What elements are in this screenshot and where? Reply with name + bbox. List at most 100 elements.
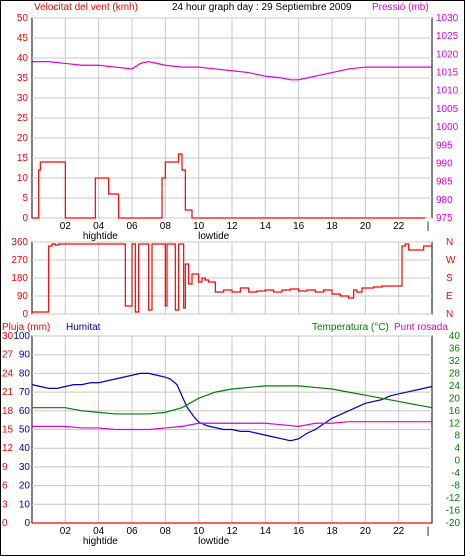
panel2-right-tick-label: N [446, 309, 453, 320]
panel3-temperature-tick-label: 4 [454, 443, 460, 454]
panel3-humidity-tick-label: 60 [19, 406, 31, 417]
panel3-temperature-axis-title: Temperatura (°C) [312, 322, 389, 333]
panel3-tide-label: lowtide [198, 536, 230, 547]
panel1-left-tick-label: 35 [17, 73, 29, 84]
panel1-title: 24 hour graph day : 29 Septiembre 2009 [172, 2, 352, 13]
panel3-x-tick-label: 04 [93, 526, 105, 537]
panel2-right-tick-label: E [446, 291, 453, 302]
panel3-rain-humidity-temp: 0369121518212427300102030405060708090100… [2, 331, 460, 547]
panel1-right-tick-label: 1025 [436, 31, 459, 42]
panel3-x-tick-label: 16 [293, 526, 305, 537]
panel3-x-tick-label: 10 [193, 526, 205, 537]
panel3-humidity-tick-label: 40 [19, 443, 31, 454]
panel3-x-tick-label: 14 [260, 526, 272, 537]
panel1-x-tick-label: 20 [360, 221, 372, 232]
panel1-series-gust [32, 153, 426, 219]
panel1-x-tick-label: 06 [126, 221, 138, 232]
panel3-x-tick-label: 22 [393, 526, 405, 537]
panel3-humidity-tick-label: 100 [13, 331, 30, 342]
panel2-left-tick-label: 0 [22, 309, 28, 320]
panel3-series-humidity [31, 372, 433, 442]
panel3-rain-tick-label: 0 [2, 518, 8, 529]
panel3-x-tick-label: 08 [160, 526, 172, 537]
panel1-wind-pressure: 0510152025303540455097598098599099510001… [17, 13, 459, 242]
panel1-x-tick-label: 08 [160, 221, 172, 232]
panel1-left-tick-label: 50 [17, 13, 29, 24]
panel3-rain-tick-label: 24 [2, 368, 14, 379]
panel3-temperature-tick-label: -12 [446, 493, 461, 504]
panel3-rain-tick-label: 21 [2, 387, 14, 398]
panel1-series-pressure [32, 61, 432, 81]
panel3-x-tick-label: 06 [126, 526, 138, 537]
panel3-temperature-tick-label: 32 [449, 356, 461, 367]
panel3-temperature-tick-label: 36 [449, 343, 461, 354]
panel3-end-tick-label: | [427, 526, 430, 537]
panel3-rain-tick-label: 3 [2, 499, 8, 510]
panel1-x-tick-label: 10 [193, 221, 205, 232]
panel1-x-tick-label: 12 [226, 221, 238, 232]
panel3-rain-tick-label: 9 [2, 462, 8, 473]
panel2-left-tick-label: 180 [11, 273, 28, 284]
panel2-right-tick-label: N [446, 237, 453, 248]
panel1-right-tick-label: 995 [436, 140, 453, 151]
panel3-humidity-tick-label: 70 [19, 387, 31, 398]
panel1-left-tick-label: 0 [22, 213, 28, 224]
panel3-humidity-tick-label: 50 [19, 425, 31, 436]
panel1-right-tick-label: 1015 [436, 68, 459, 79]
panel2-right-tick-label: S [446, 273, 453, 284]
panel3-temperature-tick-label: 28 [449, 368, 461, 379]
panel3-rain-tick-label: 27 [2, 350, 14, 361]
panel1-x-tick-label: 14 [260, 221, 272, 232]
panel3-temperature-tick-label: -16 [446, 506, 461, 517]
panel1-left-tick-label: 20 [17, 133, 29, 144]
panel1-left-axis-title: Velocitat del vent (kmh) [34, 2, 138, 13]
panel1-end-tick-label: | [427, 221, 430, 232]
panel1-left-tick-label: 10 [17, 173, 29, 184]
panel3-rain-tick-label: 15 [2, 425, 14, 436]
panel3-rain-tick-label: 30 [2, 331, 14, 342]
panel1-right-tick-label: 975 [436, 213, 453, 224]
panel3-humidity-tick-label: 20 [19, 481, 31, 492]
panel1-tide-label: lowtide [198, 231, 230, 242]
panel1-right-tick-label: 1030 [436, 13, 459, 24]
panel3-temperature-tick-label: 12 [449, 418, 461, 429]
panel3-humidity-tick-label: 10 [19, 499, 31, 510]
panel3-temperature-tick-label: 8 [454, 431, 460, 442]
panel3-temperature-tick-label: 20 [449, 393, 461, 404]
panel3-tide-label: hightide [83, 536, 118, 547]
panel1-tide-label: hightide [83, 231, 118, 242]
panel3-x-tick-label: 18 [326, 526, 338, 537]
panel2-left-tick-label: 270 [11, 255, 28, 266]
panel1-right-tick-label: 985 [436, 177, 453, 188]
panel3-x-tick-label: 20 [360, 526, 372, 537]
panel1-right-tick-label: 980 [436, 195, 453, 206]
panel3-x-tick-label: 02 [60, 526, 72, 537]
panel3-temperature-tick-label: 24 [449, 381, 461, 392]
panel3-rain-tick-label: 6 [2, 481, 8, 492]
panel3-humidity-tick-label: 0 [24, 518, 30, 529]
panel3-temperature-tick-label: -8 [451, 481, 460, 492]
panel1-right-tick-label: 1020 [436, 49, 459, 60]
panel1-right-tick-label: 1000 [436, 122, 459, 133]
panel3-humidity-tick-label: 80 [19, 368, 31, 379]
panel3-rain-tick-label: 18 [2, 406, 14, 417]
panel3-temperature-tick-label: 40 [449, 331, 461, 342]
panel3-series-dewpoint [32, 421, 432, 431]
panel3-temperature-tick-label: -4 [451, 468, 460, 479]
panel3-temperature-tick-label: 16 [449, 406, 461, 417]
panel1-right-tick-label: 1010 [436, 86, 459, 97]
panel1-x-tick-label: 22 [393, 221, 405, 232]
panel3-humidity-tick-label: 90 [19, 350, 31, 361]
panel3-x-tick-label: 12 [226, 526, 238, 537]
panel3-series-temperature [32, 385, 433, 415]
panel1-left-tick-label: 30 [17, 93, 29, 104]
panel3-temperature-tick-label: 0 [454, 456, 460, 467]
panel1-left-tick-label: 45 [17, 33, 29, 44]
panel1-x-tick-label: 04 [93, 221, 105, 232]
panel1-left-tick-label: 5 [22, 193, 28, 204]
panel3-temperature-tick-label: -20 [446, 518, 461, 529]
panel3-dewpoint-axis-title: Punt rosada [394, 322, 448, 333]
